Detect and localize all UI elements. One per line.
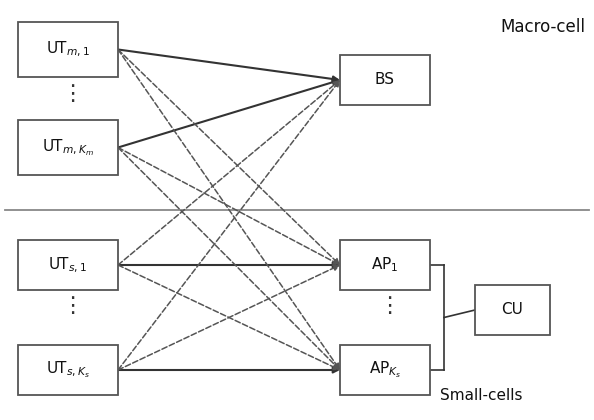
- Bar: [340, 345, 430, 395]
- Text: AP$_1$: AP$_1$: [371, 256, 399, 274]
- Bar: [18, 345, 118, 395]
- Bar: [340, 55, 430, 105]
- Text: Small-cells: Small-cells: [440, 388, 523, 403]
- Text: UT$_{s,1}$: UT$_{s,1}$: [49, 255, 87, 275]
- Bar: [475, 285, 550, 335]
- Text: BS: BS: [375, 73, 395, 87]
- Bar: [18, 240, 118, 290]
- Bar: [18, 120, 118, 175]
- Text: UT$_{m,K_m}$: UT$_{m,K_m}$: [42, 137, 94, 158]
- Text: $\vdots$: $\vdots$: [61, 82, 75, 104]
- Text: $\vdots$: $\vdots$: [378, 294, 392, 316]
- Bar: [18, 22, 118, 77]
- Text: AP$_{K_s}$: AP$_{K_s}$: [369, 360, 402, 380]
- Text: UT$_{s,K_s}$: UT$_{s,K_s}$: [46, 360, 90, 380]
- Text: $\vdots$: $\vdots$: [61, 294, 75, 316]
- Text: CU: CU: [501, 302, 523, 318]
- Text: UT$_{m,1}$: UT$_{m,1}$: [46, 40, 90, 59]
- Bar: [340, 240, 430, 290]
- Text: Macro-cell: Macro-cell: [500, 18, 585, 36]
